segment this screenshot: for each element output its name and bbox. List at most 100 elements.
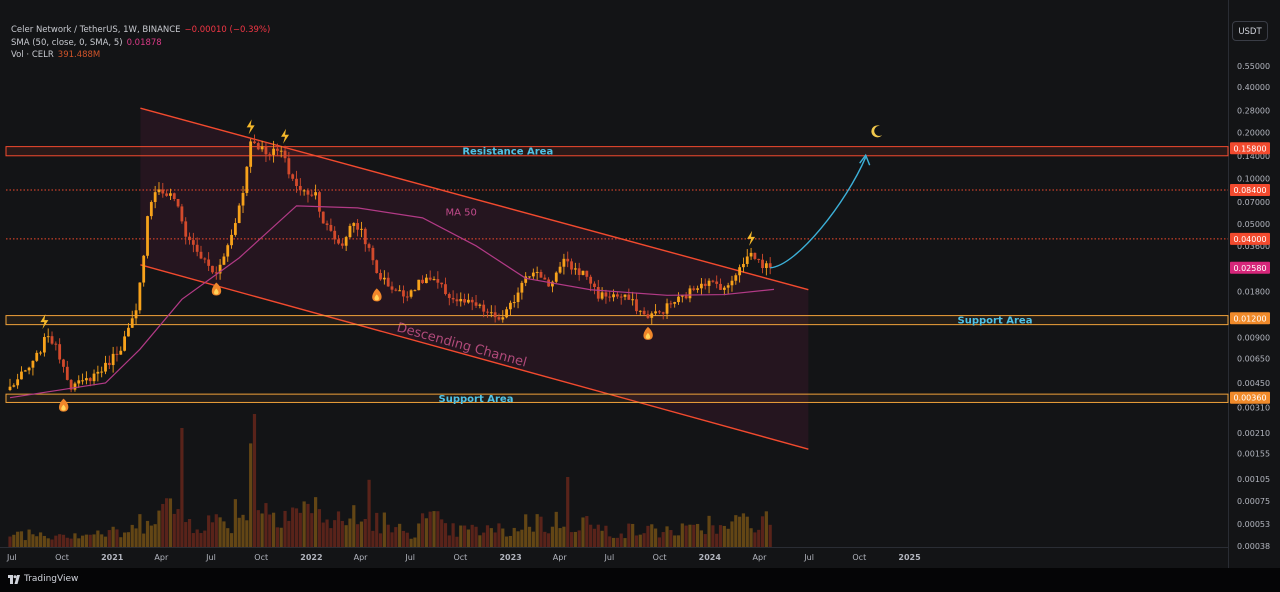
volume-bar [398, 523, 402, 547]
volume-bar [623, 538, 627, 547]
price-axis-tick: 0.40000 [1237, 83, 1270, 92]
candle-body [149, 202, 153, 217]
volume-bar [138, 514, 142, 547]
candle-body [253, 141, 256, 144]
time-axis-tick: Jul [205, 553, 216, 562]
candle-body [638, 310, 642, 312]
volume-bar [413, 537, 417, 547]
candle-body [214, 272, 218, 274]
candle-body [589, 276, 593, 284]
price-axis-tick: 0.00650 [1237, 355, 1270, 364]
candle-body [432, 279, 436, 281]
candle-body [107, 362, 111, 366]
volume-group [8, 414, 772, 547]
time-axis-tick: Oct [254, 553, 268, 562]
volume-bar [382, 512, 386, 547]
volume-bar [356, 524, 360, 547]
candle-body [447, 294, 451, 298]
volume-bar [283, 510, 287, 547]
candle-body [314, 192, 317, 196]
volume-bar [436, 511, 440, 547]
volume-bar [294, 508, 299, 547]
volume-bar [180, 428, 184, 547]
candle-body [16, 379, 20, 386]
candle-body [81, 380, 84, 382]
candle-body [283, 150, 287, 159]
candle-body [337, 239, 340, 244]
price-badge-label: 0.02580 [1233, 264, 1266, 273]
volume-bar [726, 528, 730, 547]
zone-label: Resistance Area [462, 147, 553, 158]
candle-body [279, 150, 283, 152]
candle-body [615, 294, 619, 297]
currency-button[interactable]: USDT [1232, 21, 1268, 41]
candle-body [734, 275, 738, 281]
candle-body [440, 282, 444, 285]
volume-bar [165, 498, 169, 547]
candle-body [623, 294, 627, 297]
tradingview-logo[interactable]: TradingView [8, 574, 78, 584]
candle-body [356, 223, 360, 230]
volume-bar [459, 525, 463, 547]
channel-lower-line [140, 264, 809, 450]
volume-bar [619, 533, 623, 547]
volume-bar [466, 529, 470, 547]
time-axis-tick: 2024 [699, 553, 722, 562]
ma50-line [9, 205, 775, 399]
volume-bar [65, 537, 69, 547]
candle-body [73, 383, 77, 390]
volume-bar [252, 414, 257, 547]
volume-bar [142, 533, 146, 547]
volume-bar [145, 520, 150, 547]
candle-body [715, 281, 719, 284]
candle-body [673, 302, 677, 304]
volume-bar [676, 535, 681, 547]
volume-bar [589, 524, 593, 547]
candle-body [340, 243, 344, 246]
volume-bar [535, 514, 539, 547]
candle-body [700, 283, 703, 289]
candle-body [31, 360, 35, 368]
volume-bar [321, 522, 325, 547]
candle-body [23, 370, 27, 372]
price-badge-label: 0.04000 [1233, 235, 1266, 244]
candle-body [360, 228, 363, 230]
time-axis-tick: Apr [154, 553, 169, 562]
volume-bar [310, 513, 314, 547]
candle-body [54, 343, 58, 345]
volume-bar [367, 479, 371, 547]
candle-body [509, 302, 512, 310]
candle-body [218, 264, 222, 274]
volume-bar [745, 516, 749, 547]
volume-bar [275, 527, 279, 547]
candle-body [260, 146, 264, 150]
volume-bar [657, 537, 661, 547]
volume-bar [428, 511, 432, 547]
volume-bar [741, 513, 746, 547]
fire-icon-core [61, 404, 66, 411]
candle-body [428, 277, 432, 280]
candle-body [291, 174, 295, 179]
candle-body [436, 279, 440, 283]
candle-body [157, 189, 161, 193]
zone-label: Support Area [439, 394, 514, 405]
volume-bar [153, 524, 157, 547]
volume-bar [501, 528, 505, 547]
price-axis-tick: 0.00450 [1237, 379, 1270, 388]
candle-body [35, 352, 39, 361]
candle-body [512, 302, 516, 304]
candle-body [329, 224, 333, 231]
volume-bar [543, 531, 547, 547]
volume-bar [493, 532, 497, 547]
volume-bar [19, 531, 24, 547]
candle-body [153, 192, 157, 203]
candle-body [738, 267, 742, 276]
price-badge [1230, 232, 1270, 245]
volume-bar [673, 535, 677, 547]
volume-bar [103, 536, 108, 547]
volume-bar [711, 525, 715, 547]
candle-body [241, 192, 245, 206]
candle-body [386, 277, 390, 287]
